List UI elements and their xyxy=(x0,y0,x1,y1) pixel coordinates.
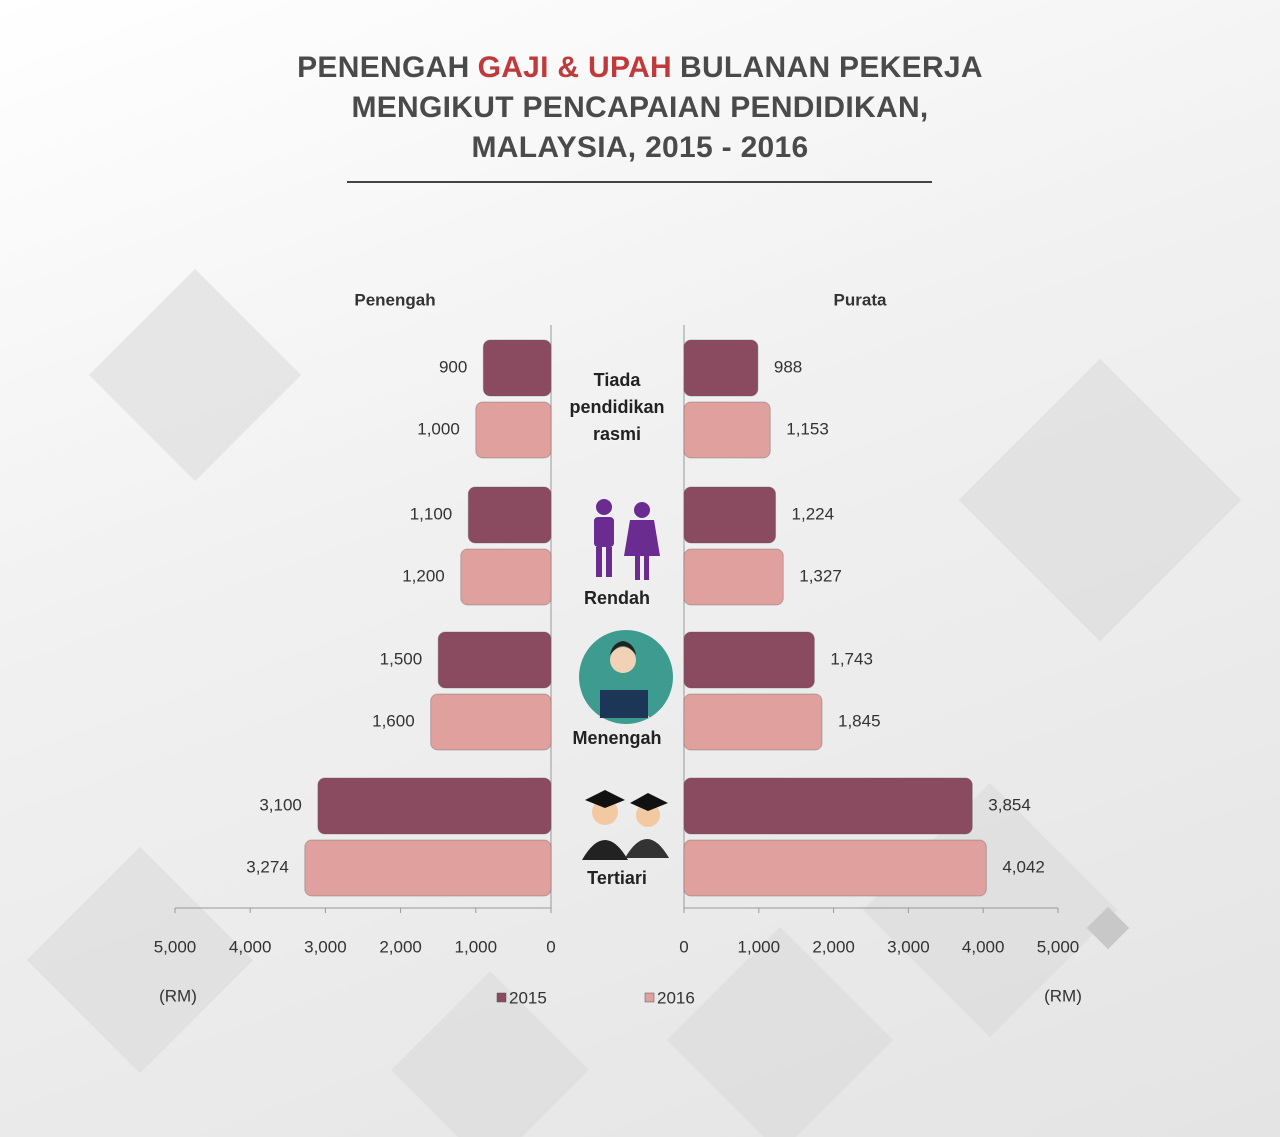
value-label: 1,224 xyxy=(792,504,835,523)
legend-label: 2015 xyxy=(509,988,547,1007)
title-line: BULANAN PEKERJA xyxy=(680,51,983,84)
legend-swatch xyxy=(644,992,655,1003)
bar xyxy=(683,777,973,835)
x-tick-label: 1,000 xyxy=(738,937,781,956)
legend-label: 2016 xyxy=(657,988,695,1007)
x-tick-label: 3,000 xyxy=(887,937,930,956)
axis-unit: (RM) xyxy=(159,986,197,1005)
panel-title: Purata xyxy=(834,290,887,309)
axis-unit: (RM) xyxy=(1044,986,1082,1005)
category-label: Rendah xyxy=(583,588,650,608)
value-label: 3,100 xyxy=(259,795,302,814)
value-label: 1,100 xyxy=(410,504,453,523)
panel-title: Penengah xyxy=(354,290,435,309)
bar xyxy=(683,839,987,897)
bar xyxy=(683,486,777,544)
value-label: 3,854 xyxy=(988,795,1031,814)
value-label: 1,200 xyxy=(402,566,445,585)
icon-graduates xyxy=(582,790,669,860)
bar xyxy=(482,339,552,397)
bar xyxy=(304,839,552,897)
value-label: 1,000 xyxy=(417,419,460,438)
bar xyxy=(683,693,823,751)
bar xyxy=(430,693,552,751)
x-tick-label: 0 xyxy=(546,937,555,956)
x-tick-label: 0 xyxy=(679,937,688,956)
title-highlight: GAJI & UPAH xyxy=(477,51,672,84)
value-label: 1,153 xyxy=(786,419,829,438)
value-label: 1,500 xyxy=(380,649,423,668)
value-label: 900 xyxy=(439,357,467,376)
value-label: 1,845 xyxy=(838,711,881,730)
x-tick-label: 5,000 xyxy=(1037,937,1080,956)
category-label: Tiada pendidikan rasmi xyxy=(569,370,665,444)
bar xyxy=(437,631,552,689)
x-tick-label: 1,000 xyxy=(455,937,498,956)
bar xyxy=(683,401,771,459)
title-line: PENENGAH xyxy=(297,51,470,84)
value-label: 3,274 xyxy=(246,857,289,876)
value-label: 4,042 xyxy=(1002,857,1045,876)
value-label: 988 xyxy=(774,357,802,376)
x-tick-label: 2,000 xyxy=(812,937,855,956)
legend-swatch xyxy=(496,992,507,1003)
value-label: 1,327 xyxy=(799,566,842,585)
title-line: MALAYSIA, 2015 - 2016 xyxy=(471,131,809,164)
x-tick-label: 3,000 xyxy=(304,937,347,956)
x-tick-label: 5,000 xyxy=(154,937,197,956)
value-label: 1,743 xyxy=(830,649,873,668)
bar xyxy=(683,339,759,397)
bar xyxy=(683,631,815,689)
value-label: 1,600 xyxy=(372,711,415,730)
bar xyxy=(317,777,552,835)
x-tick-label: 4,000 xyxy=(229,937,272,956)
title: PENENGAH GAJI & UPAH BULANAN PEKERJA MENGI… xyxy=(0,48,1280,168)
icon-reader xyxy=(579,630,673,724)
bar xyxy=(683,548,784,606)
title-line: MENGIKUT PENCAPAIAN PENDIDIKAN, xyxy=(351,91,929,124)
x-tick-label: 4,000 xyxy=(962,937,1005,956)
bar xyxy=(467,486,552,544)
icon-students xyxy=(594,499,660,580)
category-label: Menengah xyxy=(572,728,662,748)
bar xyxy=(460,548,552,606)
x-tick-label: 2,000 xyxy=(379,937,422,956)
bar xyxy=(475,401,552,459)
category-label: Tertiari xyxy=(587,868,647,888)
